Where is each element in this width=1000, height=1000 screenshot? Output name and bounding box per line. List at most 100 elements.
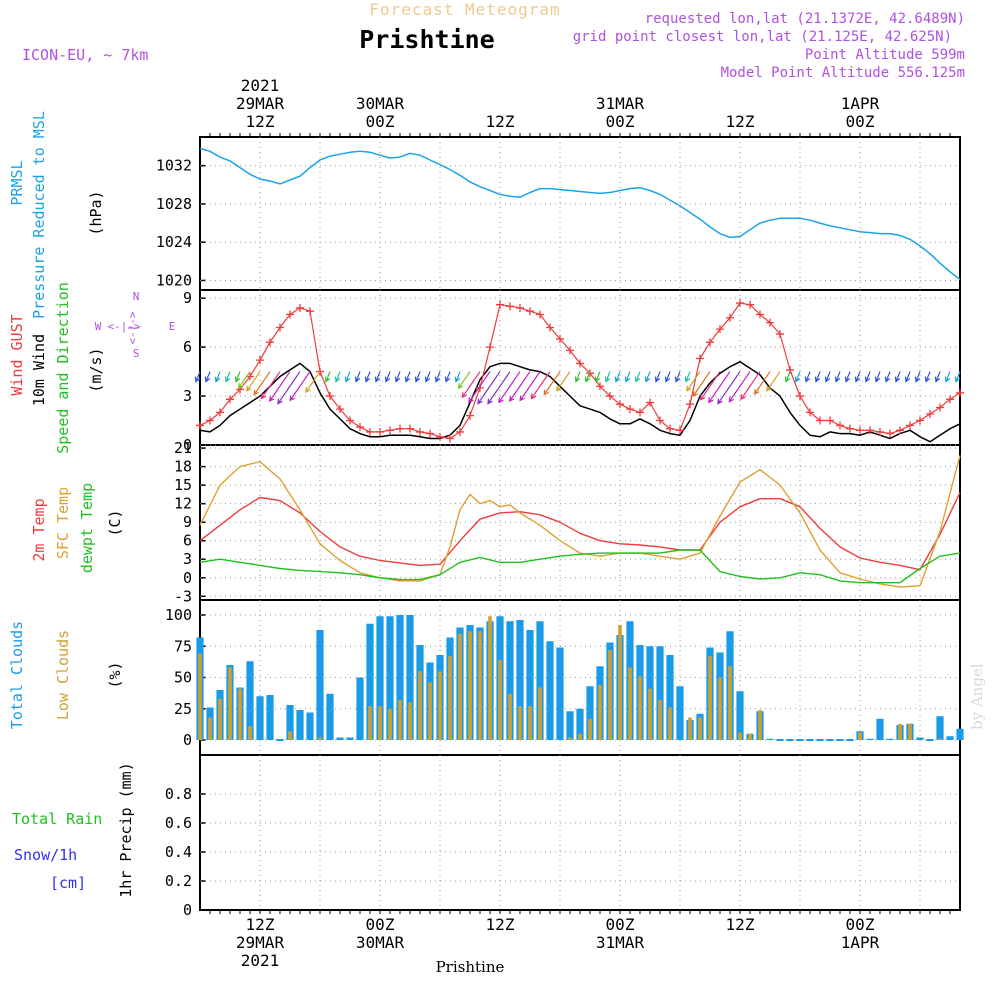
snow-unit-legend: [cm] bbox=[50, 874, 86, 892]
y-tick-label: 0 bbox=[183, 731, 192, 749]
compass-west: W bbox=[95, 320, 102, 333]
wind-direction-arrow bbox=[884, 371, 891, 383]
y-axis-label: Wind GUST bbox=[8, 314, 26, 395]
y-axis-label: Speed and Direction bbox=[54, 282, 72, 454]
top-time-label: 00Z bbox=[366, 112, 395, 131]
gust-marker bbox=[416, 427, 424, 436]
top-time-label: 12Z bbox=[486, 112, 515, 131]
wind-direction-arrow bbox=[594, 371, 601, 383]
wind-direction-arrow bbox=[204, 371, 211, 383]
gust-marker bbox=[296, 303, 304, 312]
wind-direction-arrow bbox=[444, 371, 451, 383]
total-cloud-bar bbox=[876, 718, 884, 740]
y-axis-label: 10m Wind bbox=[30, 334, 48, 406]
wind-direction-arrow bbox=[374, 371, 381, 383]
y-tick-label: 6 bbox=[183, 532, 192, 550]
gust-marker bbox=[396, 424, 404, 433]
wind-gust-line bbox=[199, 302, 961, 440]
y-axis-label: 2m Temp bbox=[30, 498, 48, 561]
low-cloud-bar bbox=[628, 667, 632, 740]
low-cloud-bar bbox=[568, 737, 572, 740]
total-cloud-bar bbox=[326, 693, 334, 740]
wind-direction-arrow bbox=[509, 371, 531, 403]
wind-direction-arrow bbox=[654, 371, 661, 383]
low-cloud-bar bbox=[738, 732, 742, 740]
gust-marker bbox=[746, 300, 754, 309]
y-tick-label: 15 bbox=[174, 476, 192, 494]
y-axis-label: Total Clouds bbox=[8, 621, 26, 729]
low-cloud-bar bbox=[518, 706, 522, 740]
panel-frame bbox=[199, 136, 961, 291]
wind-direction-arrow bbox=[224, 371, 231, 383]
wind-direction-arrow bbox=[468, 371, 491, 404]
wind-direction-arrow bbox=[434, 371, 441, 383]
gust-marker bbox=[666, 424, 674, 433]
gust-marker bbox=[196, 421, 204, 430]
low-cloud-bar bbox=[528, 706, 532, 740]
gust-marker bbox=[636, 408, 644, 417]
wind-direction-arrow bbox=[686, 371, 701, 392]
wind-direction-arrow bbox=[354, 371, 361, 383]
wind-direction-arrow bbox=[277, 371, 301, 405]
rain-legend: Total Rain bbox=[12, 810, 102, 828]
wind-direction-arrow bbox=[717, 371, 741, 405]
total-cloud-bar bbox=[546, 641, 554, 740]
low-cloud-bar bbox=[508, 693, 512, 740]
compass-north: N bbox=[133, 290, 140, 303]
total-cloud-bar bbox=[296, 710, 304, 740]
total-cloud-bar bbox=[346, 737, 354, 740]
total-cloud-bar bbox=[556, 647, 564, 740]
low-cloud-bar bbox=[438, 671, 442, 740]
total-cloud-bar bbox=[266, 695, 274, 740]
panel-frame bbox=[199, 289, 961, 446]
wind-direction-arrow bbox=[944, 371, 951, 383]
low-cloud-bar bbox=[238, 688, 242, 740]
bottom-time-label: 30MAR bbox=[356, 933, 405, 952]
low-cloud-bar bbox=[398, 700, 402, 740]
gust-marker bbox=[546, 323, 554, 332]
low-cloud-bar bbox=[658, 700, 662, 740]
low-cloud-bar bbox=[468, 631, 472, 740]
total-cloud-bar bbox=[526, 630, 534, 740]
wind-direction-arrow bbox=[543, 371, 561, 396]
low-cloud-bar bbox=[618, 625, 622, 740]
y-tick-label: 3 bbox=[183, 387, 192, 405]
top-time-label: 00Z bbox=[606, 112, 635, 131]
gust-marker bbox=[886, 429, 894, 438]
y-tick-label: 50 bbox=[174, 669, 192, 687]
gust-marker bbox=[566, 346, 574, 355]
low-cloud-bar bbox=[898, 723, 902, 740]
total-cloud-bar bbox=[916, 737, 924, 740]
total-cloud-bar bbox=[246, 661, 254, 740]
wind-direction-arrow bbox=[954, 371, 961, 383]
wind-direction-arrow bbox=[260, 371, 281, 400]
low-cloud-bar bbox=[198, 653, 202, 740]
low-cloud-bar bbox=[218, 698, 222, 740]
total-cloud-bar bbox=[286, 705, 294, 740]
total-cloud-bar bbox=[766, 738, 774, 740]
sfc-temp-line bbox=[199, 455, 961, 588]
wind-direction-arrow bbox=[234, 371, 241, 383]
gust-marker bbox=[306, 307, 314, 316]
y-tick-label: 75 bbox=[174, 637, 192, 655]
wind-direction-arrow bbox=[844, 371, 851, 383]
top-time-label: 30MAR bbox=[356, 94, 405, 113]
total-cloud-bar bbox=[506, 621, 514, 740]
wind-direction-arrow bbox=[194, 371, 201, 383]
gust-marker bbox=[406, 424, 414, 433]
wind-direction-arrow bbox=[766, 371, 781, 392]
low-cloud-bar bbox=[858, 732, 862, 740]
unit-label: (C) bbox=[106, 509, 124, 536]
top-time-label: 00Z bbox=[846, 112, 875, 131]
wind-direction-arrow bbox=[614, 371, 621, 383]
gust-marker bbox=[946, 395, 954, 404]
gust-marker bbox=[726, 313, 734, 322]
wind-direction-arrow bbox=[584, 371, 591, 383]
total-cloud-bar bbox=[356, 677, 364, 740]
panel-frame bbox=[199, 754, 961, 911]
low-cloud-bar bbox=[578, 733, 582, 740]
total-cloud-bar bbox=[336, 737, 344, 740]
gust-marker bbox=[496, 300, 504, 309]
bottom-time-label: 1APR bbox=[841, 933, 880, 952]
low-cloud-bar bbox=[418, 671, 422, 740]
